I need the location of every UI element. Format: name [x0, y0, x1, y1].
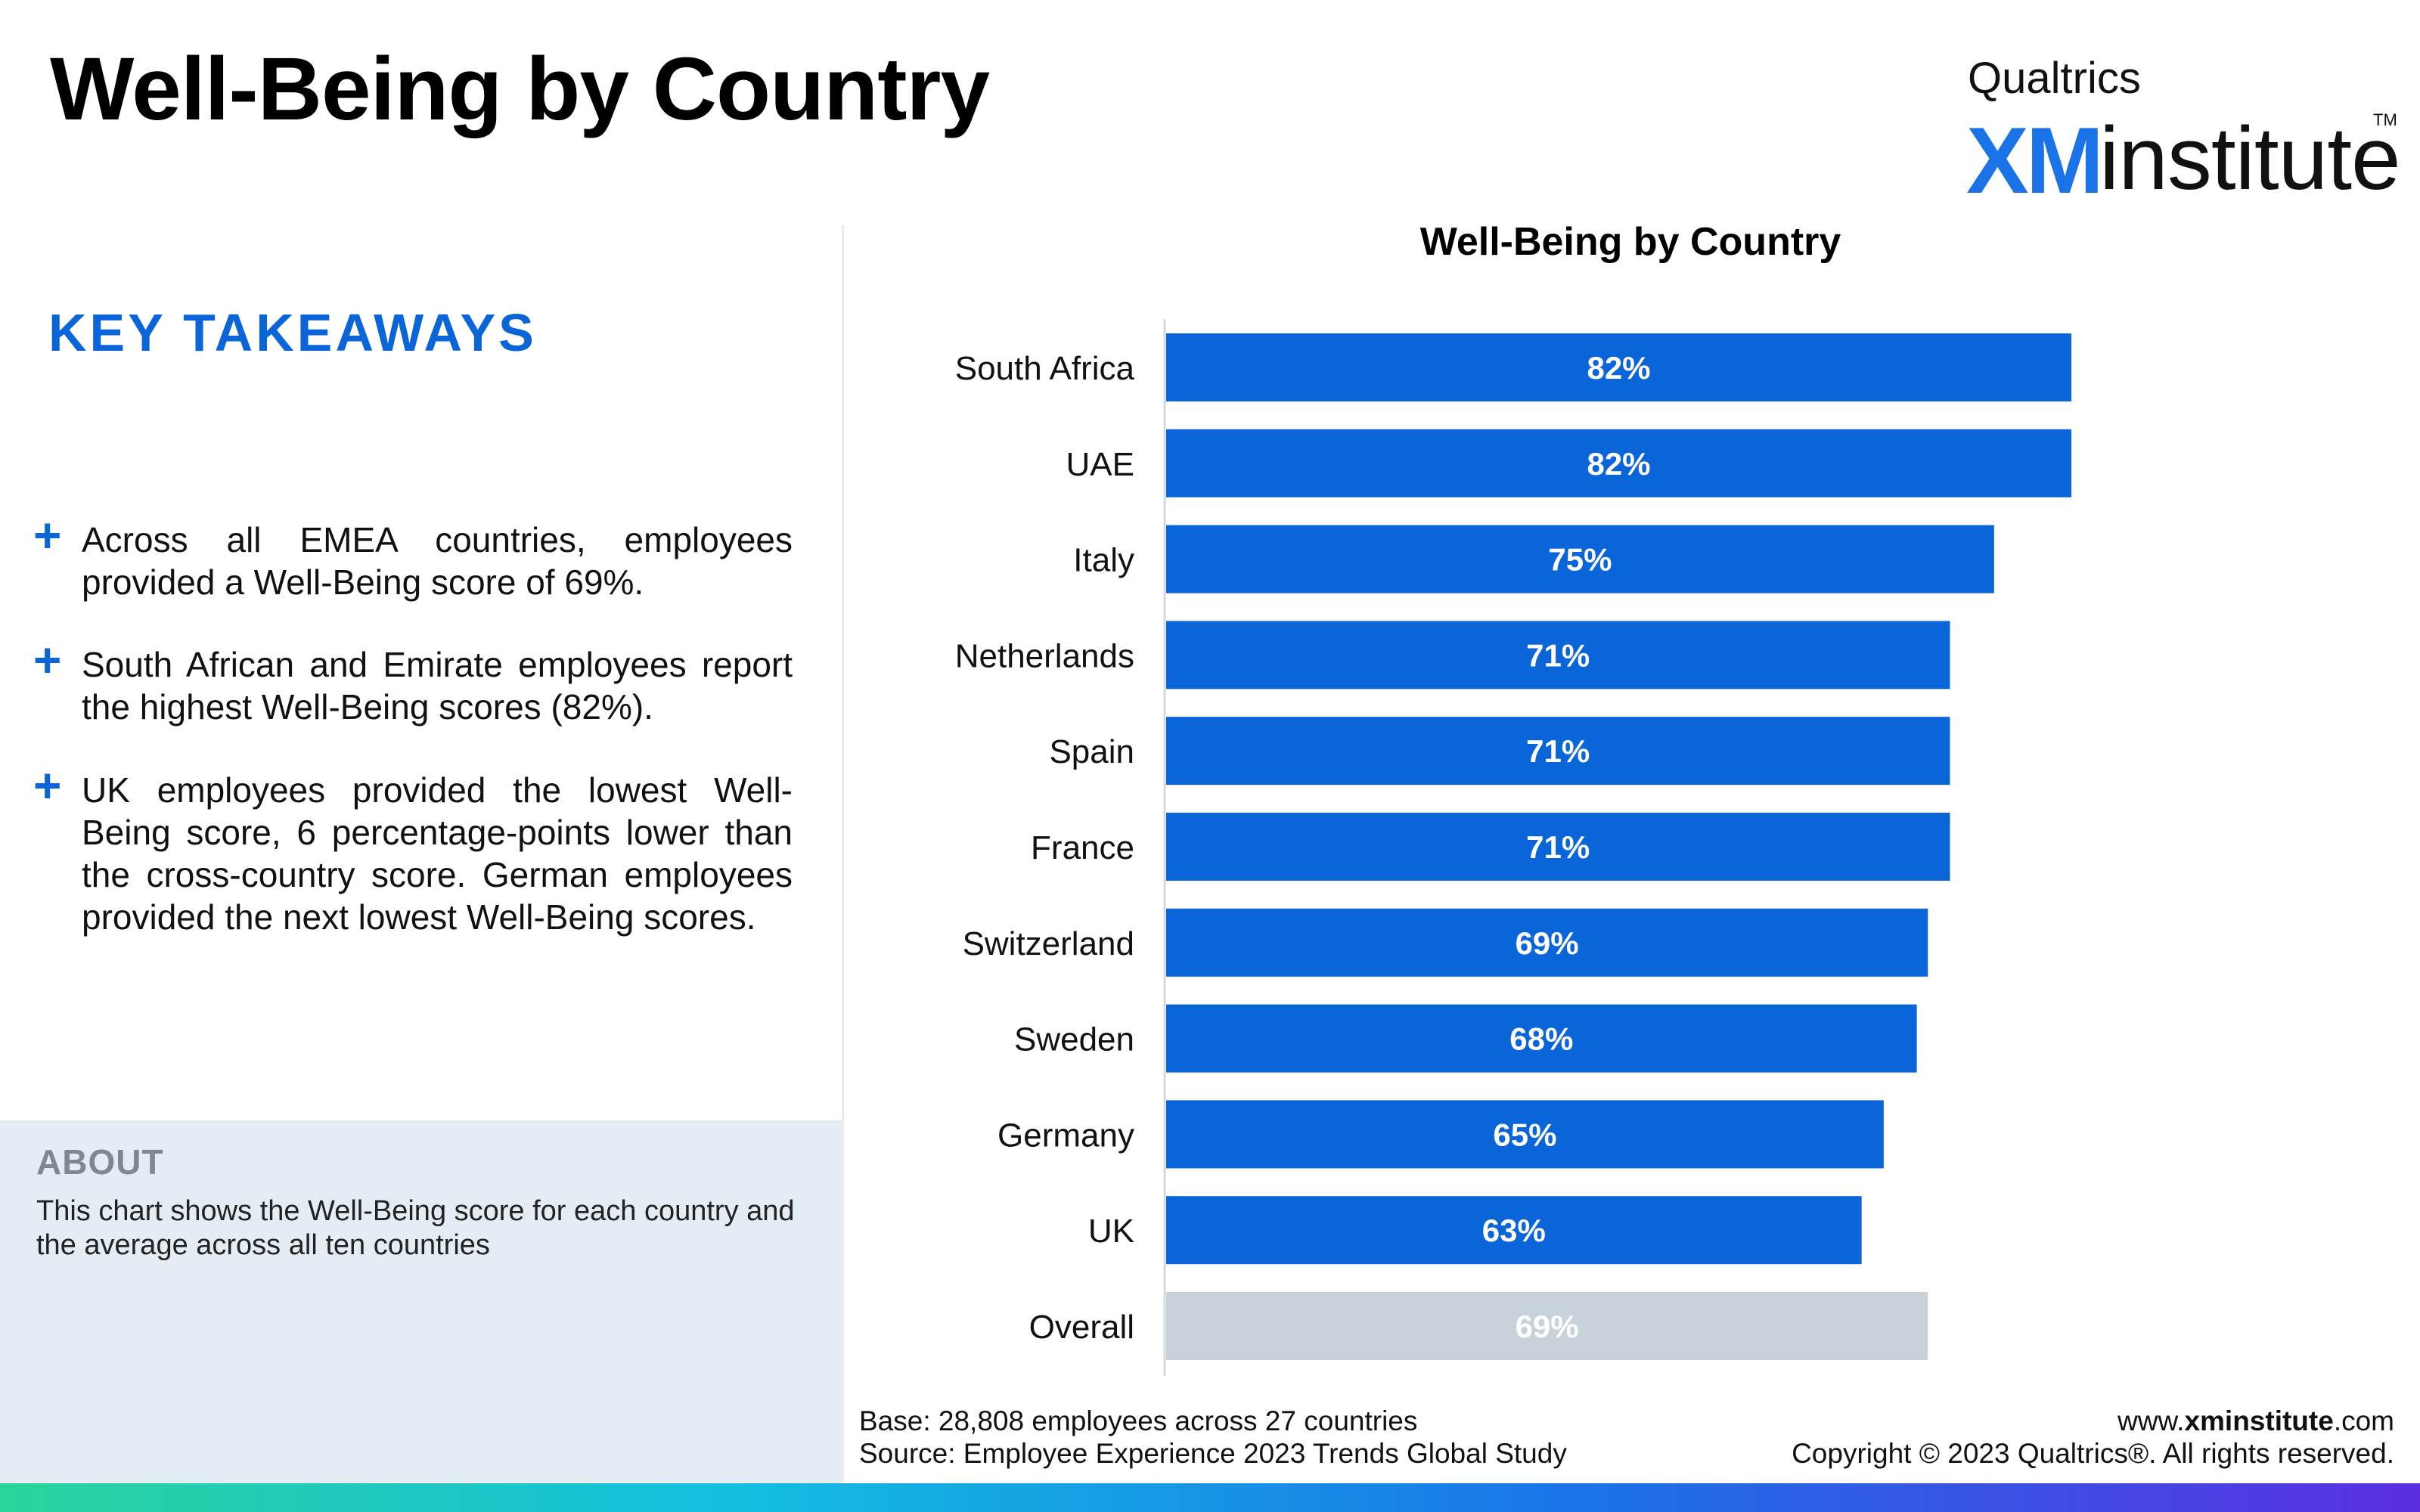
vertical-divider [842, 225, 844, 1482]
page-title: Well-Being by Country [50, 39, 990, 139]
data-label: 82% [1587, 350, 1650, 386]
website-link[interactable]: www.xminstitute.com [1792, 1405, 2394, 1437]
data-label: 63% [1482, 1213, 1546, 1248]
plus-icon: + [33, 758, 62, 813]
plus-icon: + [33, 508, 62, 562]
about-text: This chart shows the Well-Being score fo… [36, 1195, 795, 1261]
category-label: Sweden [1014, 1021, 1134, 1058]
bar-italy [1166, 525, 1994, 593]
bar-chart: South Africa 82% UAE 82% Italy 75% Netherlands… [955, 319, 2071, 1376]
bar-germany [1166, 1100, 1884, 1169]
bar-uk [1166, 1196, 1862, 1265]
logo-trademark: TM [2373, 110, 2397, 129]
bar-netherlands [1166, 621, 1950, 689]
category-label: France [1031, 829, 1134, 866]
logo-xm-text: XM [1966, 109, 2104, 213]
data-label: 69% [1516, 1309, 1579, 1344]
plus-icon: + [33, 633, 62, 687]
about-panel: ABOUT This chart shows the Well-Being sc… [0, 1120, 842, 1483]
footer-copyright-block: www.xminstitute.com Copyright © 2023 Qua… [1792, 1405, 2394, 1470]
bar-overall [1166, 1292, 1928, 1360]
takeaway-bullet-3: UK employees provided the lowest Well-Be… [82, 770, 793, 937]
footer-base-text: Base: 28,808 employees across 27 countri… [859, 1405, 1418, 1436]
data-label: 71% [1526, 733, 1590, 769]
website-prefix: www. [2118, 1405, 2185, 1436]
data-label: 75% [1548, 542, 1612, 578]
data-label: 71% [1526, 829, 1590, 865]
data-label: 82% [1587, 446, 1650, 482]
category-label: Italy [1073, 542, 1134, 579]
qualtrics-xm-institute-logo: Qualtrics XM institute TM [1966, 53, 2405, 213]
data-label: 71% [1526, 637, 1590, 673]
takeaway-bullet-2: South African and Emirate employees repo… [82, 645, 793, 727]
bar-sweden [1166, 1004, 1917, 1073]
bar-spain [1166, 717, 1950, 785]
category-label: Spain [1049, 733, 1134, 770]
copyright-text: Copyright © 2023 Qualtrics®. All rights … [1792, 1438, 2394, 1469]
data-label: 65% [1493, 1117, 1556, 1152]
bottom-gradient-bar [0, 1483, 2420, 1512]
takeaway-bullet-1: Across all EMEA countries, employees pro… [82, 520, 793, 602]
category-label: UAE [1066, 446, 1134, 483]
bar-uae [1166, 429, 2071, 497]
bar-switzerland [1166, 908, 1928, 977]
key-takeaways-heading: KEY TAKEAWAYS [48, 303, 537, 362]
data-label: 69% [1516, 925, 1579, 961]
data-label: 68% [1509, 1021, 1573, 1057]
category-label: Germany [997, 1117, 1134, 1154]
category-label: UK [1088, 1213, 1134, 1250]
about-heading: ABOUT [36, 1142, 164, 1182]
footer-source-text: Source: Employee Experience 2023 Trends … [859, 1438, 1567, 1469]
chart-title: Well-Being by Country [1419, 220, 1841, 264]
category-label: Overall [1029, 1309, 1134, 1346]
website-suffix: .com [2333, 1405, 2394, 1436]
category-label: Switzerland [963, 925, 1134, 962]
website-name: xminstitute [2184, 1405, 2334, 1436]
category-label: South Africa [955, 350, 1135, 387]
footer-source-block: Base: 28,808 employees across 27 countri… [859, 1405, 1567, 1470]
bar-south-africa [1166, 333, 2071, 401]
bar-france [1166, 813, 1950, 881]
logo-institute-text: institute [2099, 109, 2401, 209]
logo-qualtrics-text: Qualtrics [1968, 54, 2141, 103]
category-label: Netherlands [955, 637, 1134, 674]
